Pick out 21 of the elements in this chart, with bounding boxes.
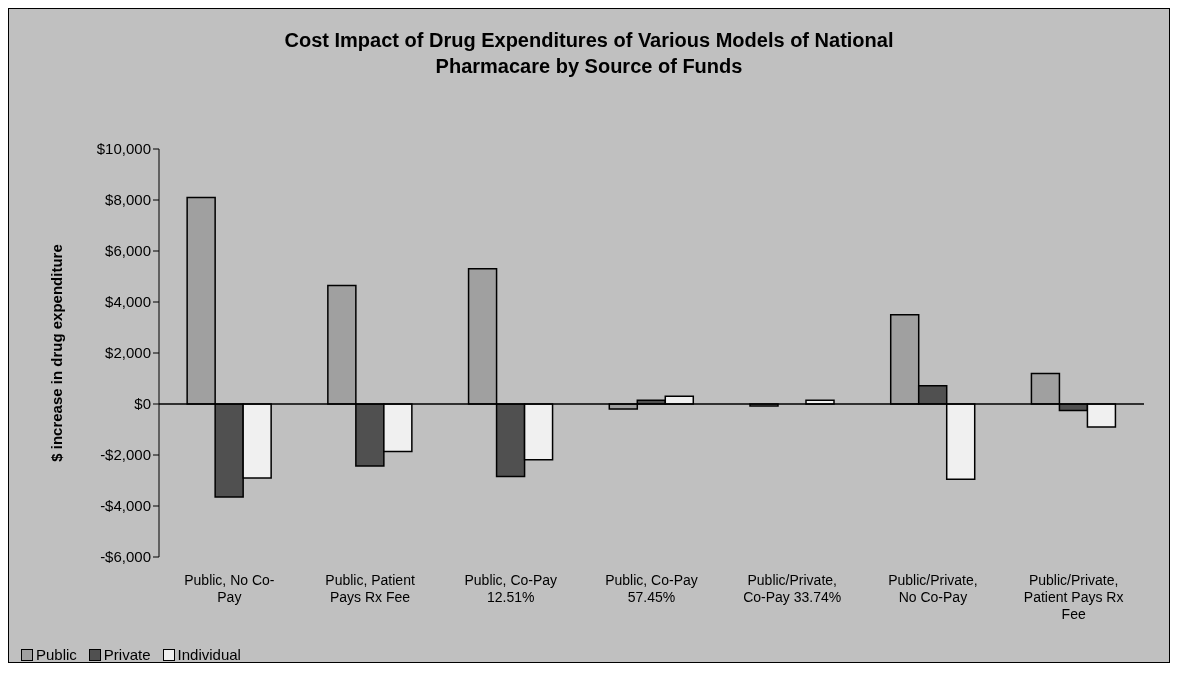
x-tick-label: Public/Private, Patient Pays Rx Fee [1023, 572, 1124, 622]
x-tick-label: Public/Private, Co-Pay 33.74% [743, 572, 842, 605]
legend-label: Public [35, 646, 77, 663]
legend-label: Private [102, 646, 151, 663]
y-tick-label: -$2,000 [100, 446, 151, 464]
y-tick-label: $10,000 [96, 140, 151, 158]
y-tick-label: $8,000 [105, 191, 151, 209]
y-axis-title: $ increase in drug expenditure [48, 244, 66, 462]
y-tick-label: -$4,000 [100, 497, 151, 515]
y-tick-label: $6,000 [105, 242, 151, 260]
x-tick-label: Public, Co-Pay 57.45% [605, 572, 698, 605]
y-tick-label: -$6,000 [100, 548, 151, 566]
y-tick-label: $2,000 [105, 344, 151, 362]
x-tick-label: Public/Private, No Co-Pay [888, 572, 978, 605]
x-tick-label: Public, Co-Pay 12.51% [464, 572, 558, 605]
y-tick-label: $0 [134, 395, 151, 413]
chart-title: Cost Impact of Drug Expenditures of Various Models of National Pharmacare by Source of Funds [283, 28, 895, 79]
y-tick-label: $4,000 [105, 293, 151, 311]
x-tick-label: Public, Patient Pays Rx Fee [325, 572, 415, 605]
legend-label: Individual [176, 646, 241, 663]
x-tick-label: Public, No Co-Pay [184, 572, 275, 605]
